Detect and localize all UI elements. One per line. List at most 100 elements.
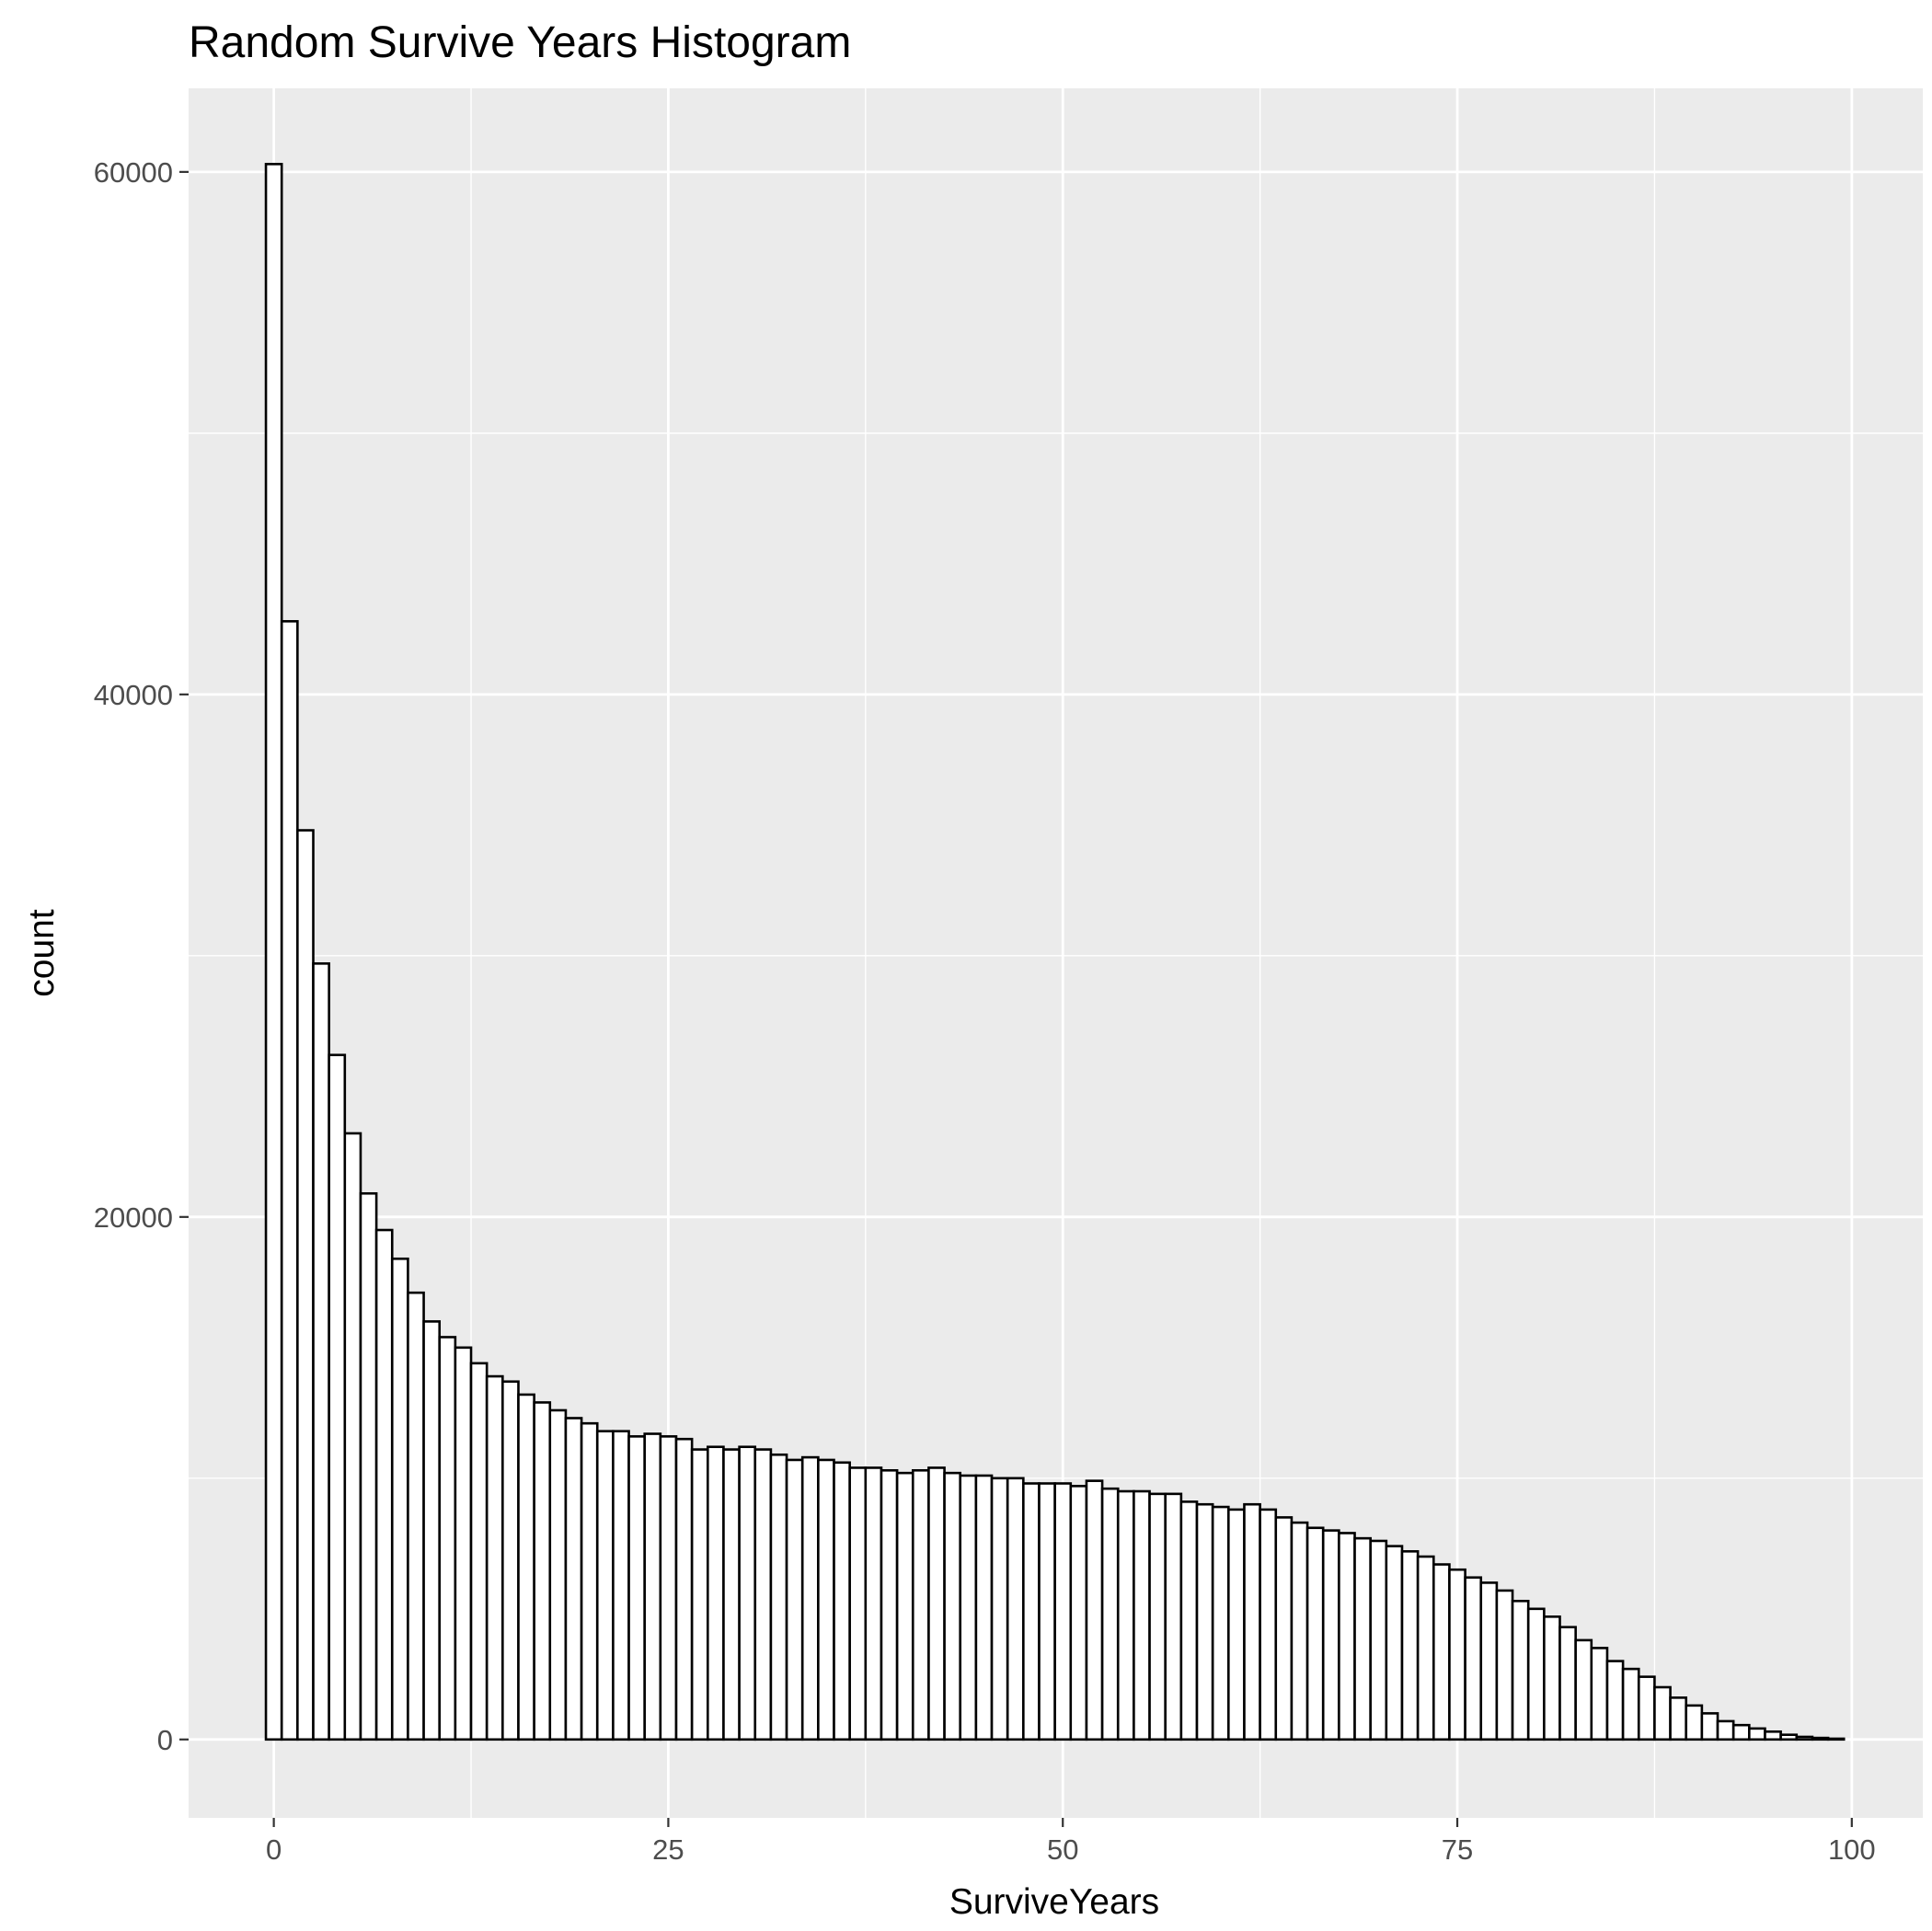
- histogram-bar: [1369, 1539, 1388, 1741]
- y-axis: 0 20000 40000 60000: [94, 156, 189, 1756]
- histogram-bar: [1621, 1667, 1640, 1741]
- y-tick-label: 60000: [94, 156, 173, 189]
- histogram-bar: [485, 1374, 504, 1741]
- histogram-bar: [564, 1417, 583, 1741]
- histogram-bar: [833, 1461, 851, 1741]
- x-tick-label: 75: [1442, 1833, 1473, 1866]
- histogram-bar: [1811, 1736, 1830, 1741]
- histogram-bar: [1305, 1526, 1325, 1741]
- histogram-bar: [359, 1191, 378, 1741]
- y-tick-label: 20000: [94, 1201, 173, 1234]
- histogram-bar: [1637, 1675, 1656, 1741]
- histogram-bar: [533, 1401, 552, 1741]
- histogram-bar: [1100, 1487, 1120, 1741]
- histogram-bar: [1432, 1563, 1451, 1741]
- x-axis: 0 25 50 75 100: [266, 1818, 1876, 1866]
- histogram-bar: [1211, 1505, 1230, 1741]
- histogram-bar: [943, 1471, 962, 1741]
- histogram-bar: [1764, 1730, 1782, 1741]
- histogram-bar: [1685, 1704, 1704, 1741]
- x-axis-title: SurviveYears: [949, 1882, 1159, 1922]
- chart-title: Random Survive Years Histogram: [189, 18, 851, 67]
- histogram-bar: [1053, 1482, 1073, 1741]
- histogram-bar: [1779, 1733, 1799, 1741]
- histogram-bar: [1716, 1719, 1735, 1741]
- histogram-bar: [1133, 1489, 1151, 1741]
- histogram-bar: [422, 1320, 442, 1741]
- histogram-bar: [1385, 1545, 1404, 1741]
- histogram-bar: [1148, 1492, 1167, 1741]
- histogram-bar: [1338, 1532, 1356, 1741]
- histogram-bar: [959, 1474, 978, 1741]
- histogram-bar: [769, 1453, 788, 1741]
- histogram-bar: [1574, 1638, 1593, 1741]
- histogram-bar: [1590, 1647, 1609, 1741]
- histogram-bar: [1243, 1502, 1261, 1741]
- histogram-bar: [1700, 1712, 1719, 1741]
- histogram-bar: [690, 1448, 709, 1741]
- histogram-bar: [343, 1132, 362, 1741]
- histogram-bar: [895, 1471, 914, 1741]
- x-tick-label: 0: [266, 1833, 282, 1866]
- histogram-bar: [1116, 1489, 1135, 1741]
- histogram-bar: [1543, 1615, 1561, 1741]
- histogram-bar: [659, 1435, 678, 1741]
- histogram-bar: [595, 1430, 615, 1741]
- histogram-bar: [627, 1435, 646, 1741]
- x-tick-label: 50: [1047, 1833, 1078, 1866]
- histogram-bar: [1022, 1482, 1041, 1741]
- histogram-bar: [312, 962, 330, 1741]
- histogram-bar: [1731, 1723, 1751, 1741]
- histogram-bar: [974, 1474, 994, 1741]
- histogram-bar: [1006, 1477, 1025, 1741]
- histogram-bar: [517, 1393, 535, 1741]
- histogram-bar: [438, 1336, 457, 1741]
- histogram-bar: [1164, 1492, 1183, 1741]
- histogram-bar: [1195, 1502, 1214, 1741]
- histogram-bar: [706, 1445, 725, 1741]
- histogram-bar: [1321, 1529, 1340, 1741]
- histogram-bar: [1495, 1589, 1514, 1741]
- histogram-bar: [911, 1468, 930, 1741]
- histogram-bar: [1448, 1568, 1466, 1741]
- histogram-bar: [612, 1430, 630, 1741]
- histogram-bar: [1259, 1508, 1278, 1741]
- x-tick-label: 25: [652, 1833, 684, 1866]
- histogram-bar: [1748, 1727, 1766, 1741]
- histogram-bar: [1069, 1485, 1088, 1741]
- histogram-bar: [264, 163, 283, 1741]
- histogram-bar: [1353, 1536, 1372, 1741]
- y-axis-title: count: [22, 909, 62, 997]
- histogram-bar: [1669, 1696, 1688, 1741]
- histogram-bar: [407, 1291, 425, 1741]
- histogram-bar: [738, 1445, 757, 1741]
- histogram-bar: [1290, 1521, 1309, 1741]
- y-tick-label: 0: [157, 1724, 173, 1756]
- histogram-bar: [785, 1458, 804, 1741]
- histogram-bar: [1479, 1581, 1499, 1741]
- histogram-bar: [280, 620, 299, 1741]
- histogram-bars: [264, 163, 1846, 1741]
- histogram-bar: [848, 1466, 868, 1741]
- histogram-bar: [296, 829, 315, 1741]
- histogram-bar: [374, 1228, 394, 1741]
- histogram-bar: [390, 1257, 409, 1741]
- histogram-bar: [1464, 1576, 1483, 1741]
- histogram-bar: [1227, 1508, 1246, 1741]
- y-tick-label: 40000: [94, 679, 173, 711]
- histogram-bar: [1085, 1479, 1104, 1741]
- histogram-bar: [1558, 1626, 1577, 1741]
- histogram-bar: [864, 1466, 883, 1741]
- histogram-bar: [469, 1362, 489, 1741]
- histogram-bar: [1653, 1685, 1672, 1741]
- histogram-bar: [1511, 1599, 1530, 1741]
- histogram-bar: [1416, 1555, 1435, 1741]
- histogram-bar: [880, 1468, 899, 1741]
- histogram-bar: [722, 1448, 741, 1741]
- histogram-bar: [800, 1455, 820, 1741]
- histogram-bar: [501, 1380, 520, 1741]
- histogram-bar: [1795, 1735, 1814, 1741]
- histogram-bar: [1526, 1607, 1546, 1741]
- histogram-bar: [1179, 1500, 1199, 1741]
